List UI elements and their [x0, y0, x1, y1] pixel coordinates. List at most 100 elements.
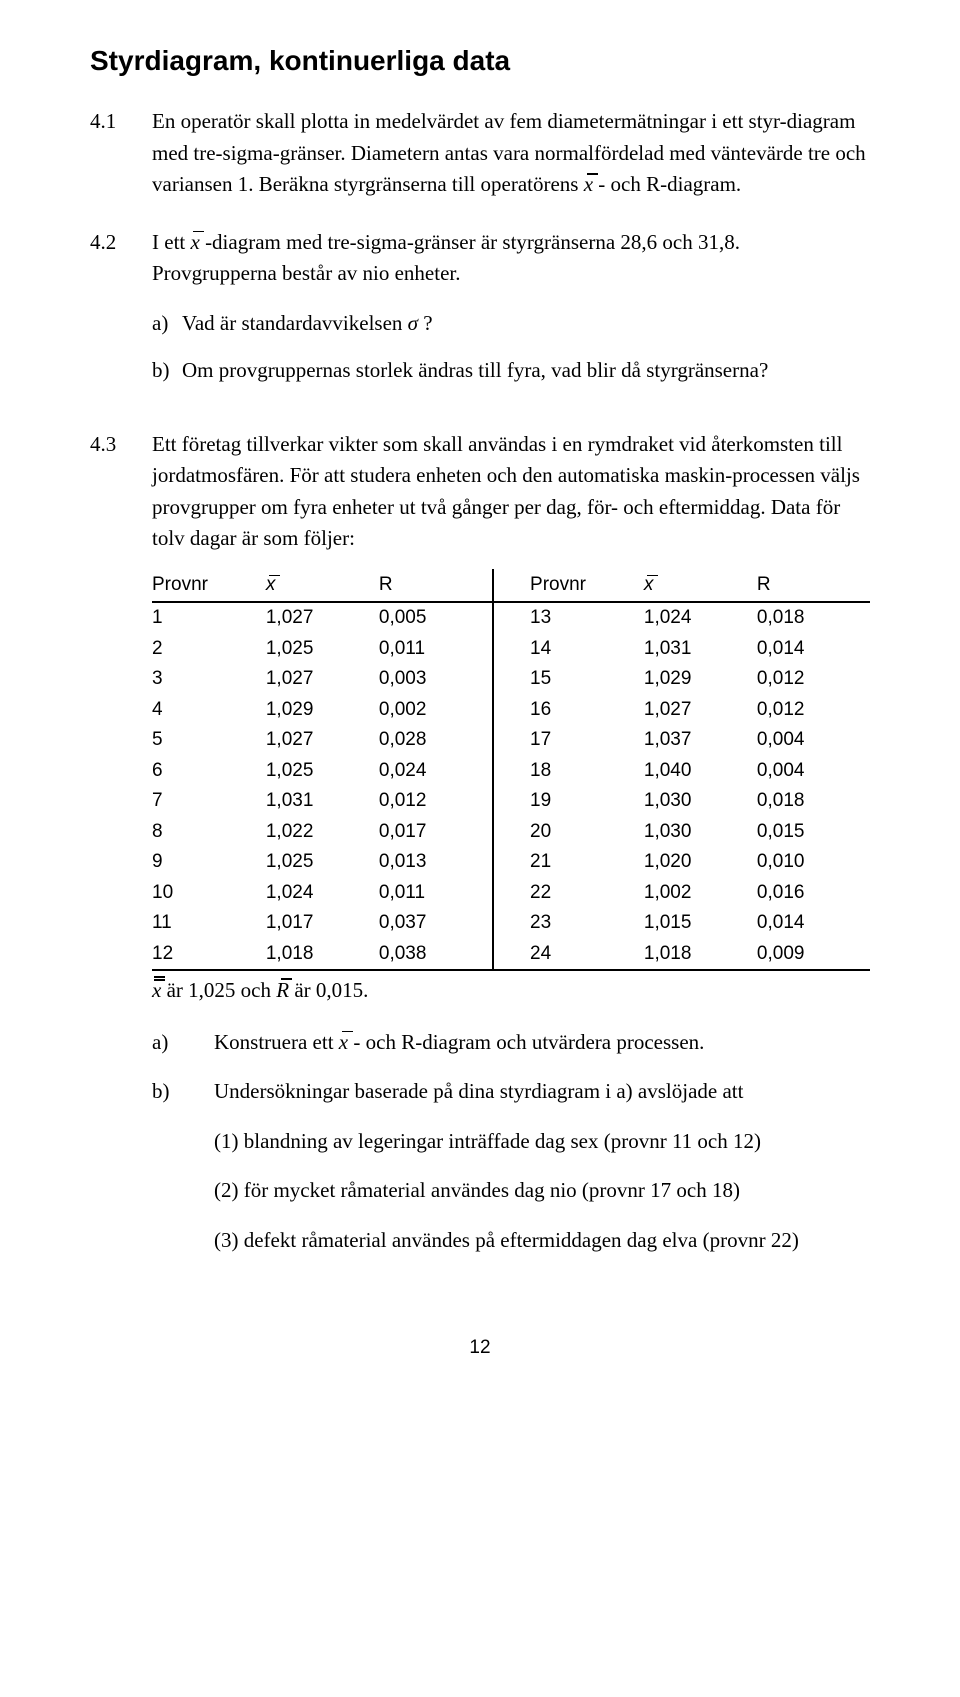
text: ? — [418, 311, 433, 335]
table-cell: 1,027 — [266, 725, 379, 756]
sigma-symbol: σ — [408, 311, 418, 335]
table-cell — [493, 878, 530, 909]
table-cell: 1,025 — [266, 634, 379, 665]
table-cell: 21 — [530, 847, 644, 878]
table-cell: 20 — [530, 817, 644, 848]
x-double-bar-symbol: x — [152, 975, 161, 1007]
table-header: R — [757, 569, 870, 603]
table-cell: 0,018 — [757, 786, 870, 817]
subitem-marker: a) — [152, 1027, 214, 1059]
table-cell: 1,024 — [266, 878, 379, 909]
table-row: 71,0310,012191,0300,018 — [152, 786, 870, 817]
table-cell: 4 — [152, 695, 266, 726]
subitem-marker: b) — [152, 1076, 214, 1108]
table-header: Provnr — [530, 569, 644, 603]
table-cell — [493, 664, 530, 695]
table-row: 101,0240,011221,0020,016 — [152, 878, 870, 909]
table-cell: 16 — [530, 695, 644, 726]
subitem-text: Konstruera ett x - och R-diagram och utv… — [214, 1027, 704, 1059]
table-row: 21,0250,011141,0310,014 — [152, 634, 870, 665]
subitem-b: b) Om provgruppernas storlek ändras till… — [152, 355, 870, 387]
table-spacer — [493, 569, 530, 603]
question-number: 4.3 — [90, 429, 152, 1275]
text: En operatör skall plotta in medelvärdet … — [152, 109, 866, 196]
table-cell: 0,024 — [379, 756, 493, 787]
table-cell: 1,002 — [644, 878, 757, 909]
table-cell: 1,025 — [266, 756, 379, 787]
subitem-a: a) Konstruera ett x - och R-diagram och … — [152, 1027, 870, 1059]
paren-list: (1) blandning av legeringar inträffade d… — [214, 1126, 870, 1257]
question-intro: Ett företag tillverkar vikter som skall … — [152, 429, 870, 555]
table-cell: 0,012 — [757, 695, 870, 726]
table-cell: 1,030 — [644, 786, 757, 817]
avg-x-value: 1,025 — [188, 978, 235, 1002]
table-row: 61,0250,024181,0400,004 — [152, 756, 870, 787]
subitem-marker: a) — [152, 308, 182, 340]
text: och — [235, 978, 276, 1002]
table-cell: 1,024 — [644, 602, 757, 634]
table-header: Provnr — [152, 569, 266, 603]
x-bar-symbol: x — [339, 1027, 348, 1059]
table-row: 81,0220,017201,0300,015 — [152, 817, 870, 848]
table-cell: 14 — [530, 634, 644, 665]
table-cell: 1,020 — [644, 847, 757, 878]
table-cell: 0,009 — [757, 939, 870, 971]
table-cell: 9 — [152, 847, 266, 878]
table-cell: 1,027 — [266, 602, 379, 634]
table-cell: 1,027 — [644, 695, 757, 726]
avg-r-value: 0,015. — [316, 978, 369, 1002]
table-cell: 12 — [152, 939, 266, 971]
table-cell: 6 — [152, 756, 266, 787]
table-cell — [493, 786, 530, 817]
table-cell: 1,025 — [266, 847, 379, 878]
table-cell: 13 — [530, 602, 644, 634]
table-cell: 1,027 — [266, 664, 379, 695]
table-cell: 1,022 — [266, 817, 379, 848]
table-cell: 1,018 — [266, 939, 379, 971]
table-cell: 0,005 — [379, 602, 493, 634]
table-cell: 1,031 — [644, 634, 757, 665]
text: är — [289, 978, 316, 1002]
question-4-3: 4.3 Ett företag tillverkar vikter som sk… — [90, 429, 870, 1275]
table-cell — [493, 695, 530, 726]
paren-item-1: (1) blandning av legeringar inträffade d… — [214, 1126, 870, 1158]
table-cell — [493, 725, 530, 756]
table-cell: 15 — [530, 664, 644, 695]
text: - och R-diagram och utvärdera processen. — [348, 1030, 704, 1054]
question-number: 4.1 — [90, 106, 152, 201]
table-cell: 0,018 — [757, 602, 870, 634]
subitem-marker: b) — [152, 355, 182, 387]
table-cell: 0,014 — [757, 634, 870, 665]
table-cell: 1,015 — [644, 908, 757, 939]
data-table: Provnr x R Provnr x R 11,0270,005131,024… — [152, 569, 870, 972]
page-title: Styrdiagram, kontinuerliga data — [90, 40, 870, 82]
table-cell: 19 — [530, 786, 644, 817]
table-row: 41,0290,002161,0270,012 — [152, 695, 870, 726]
table-cell: 0,002 — [379, 695, 493, 726]
table-cell: 10 — [152, 878, 266, 909]
x-bar-symbol: x — [584, 169, 593, 201]
table-header: R — [379, 569, 493, 603]
table-cell: 2 — [152, 634, 266, 665]
table-cell: 1,029 — [644, 664, 757, 695]
table-cell: 1,018 — [644, 939, 757, 971]
subitem-a: a) Vad är standardavvikelsen σ ? — [152, 308, 870, 340]
table-row: 51,0270,028171,0370,004 — [152, 725, 870, 756]
table-cell: 5 — [152, 725, 266, 756]
table-cell: 1 — [152, 602, 266, 634]
table-cell: 7 — [152, 786, 266, 817]
text: Vad är standardavvikelsen — [182, 311, 408, 335]
table-cell: 3 — [152, 664, 266, 695]
subitem-text: Vad är standardavvikelsen σ ? — [182, 308, 433, 340]
table-header-xbar: x — [644, 569, 757, 603]
table-cell: 0,037 — [379, 908, 493, 939]
table-cell — [493, 756, 530, 787]
table-cell: 1,037 — [644, 725, 757, 756]
table-cell — [493, 817, 530, 848]
table-header-xbar: x — [266, 569, 379, 603]
table-cell: 23 — [530, 908, 644, 939]
question-body: I ett x -diagram med tre-sigma-gränser ä… — [152, 227, 870, 403]
table-cell: 24 — [530, 939, 644, 971]
paren-item-3: (3) defekt råmaterial användes på efterm… — [214, 1225, 870, 1257]
text: I ett — [152, 230, 190, 254]
